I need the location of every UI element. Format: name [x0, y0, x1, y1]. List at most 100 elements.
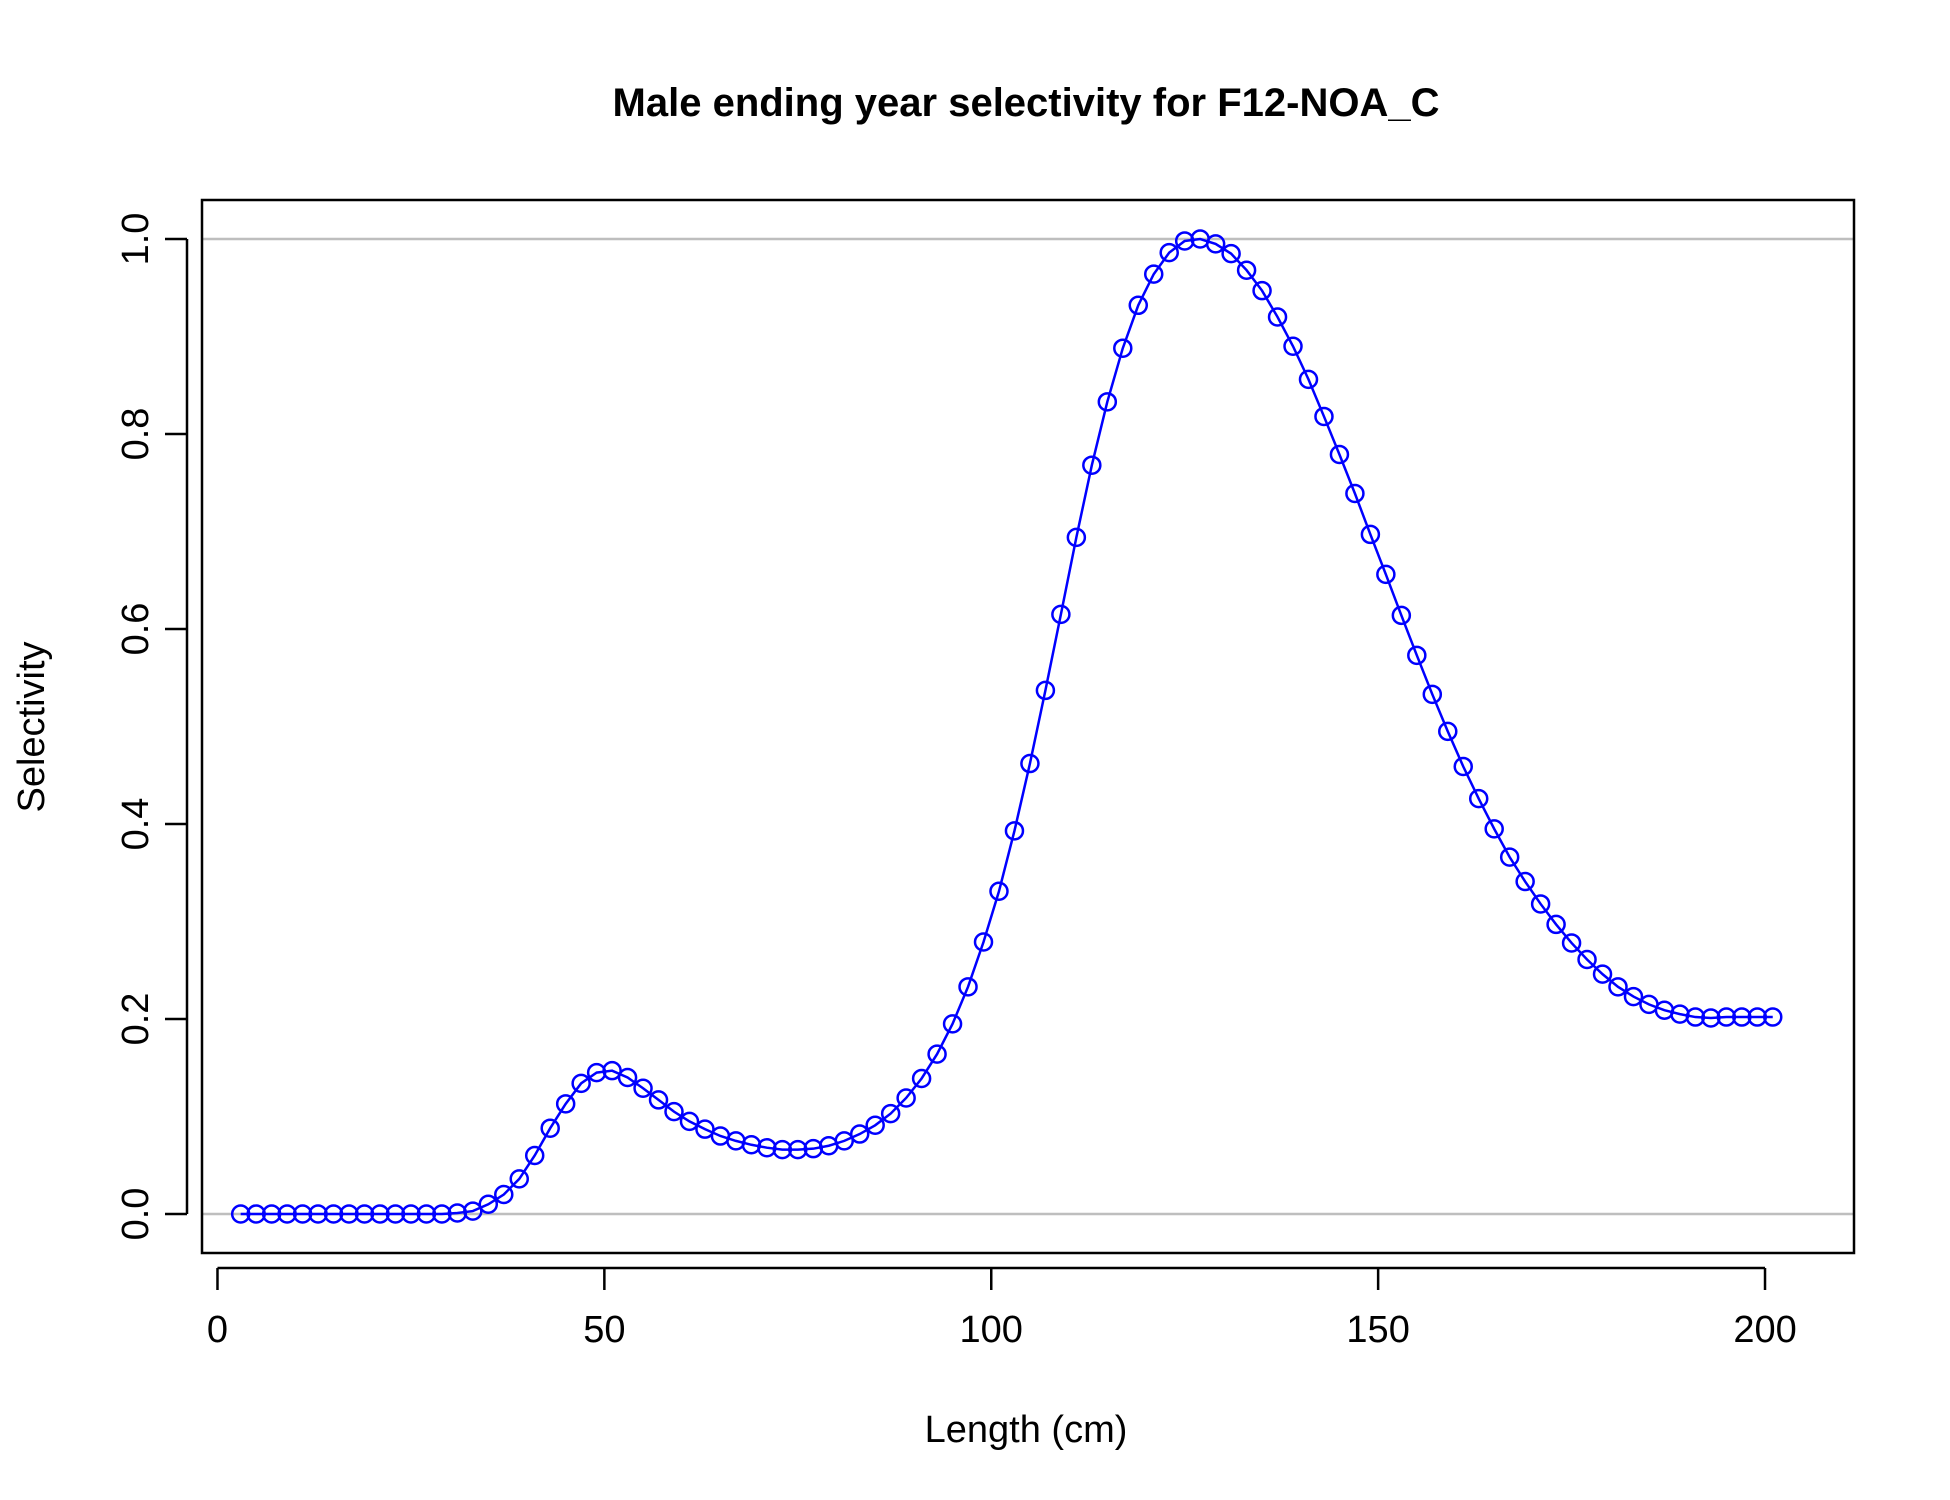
- data-point: [1205, 234, 1226, 254]
- data-point: [1422, 684, 1443, 705]
- x-tick-label: 150: [1346, 1309, 1409, 1351]
- data-point: [401, 1204, 421, 1224]
- data-point: [463, 1201, 483, 1221]
- data-point: [1391, 605, 1412, 626]
- data-point: [1174, 231, 1195, 251]
- data-point: [1035, 680, 1056, 701]
- data-point: [246, 1204, 266, 1224]
- data-point: [942, 1014, 963, 1034]
- data-point: [555, 1094, 576, 1114]
- data-point: [989, 881, 1009, 902]
- data-point: [1561, 933, 1582, 953]
- data-point: [1732, 1007, 1752, 1027]
- data-point: [664, 1101, 684, 1122]
- data-point: [339, 1204, 359, 1224]
- data-point: [308, 1204, 328, 1224]
- x-axis: 0 50 100 150 200: [207, 1266, 1797, 1351]
- y-tick-label: 0.0: [115, 1188, 157, 1241]
- data-point: [1577, 949, 1597, 970]
- data-point: [1143, 264, 1164, 284]
- data-point: [261, 1204, 282, 1224]
- data-point: [1159, 242, 1179, 263]
- data-point: [1763, 1007, 1783, 1027]
- data-point: [571, 1073, 591, 1094]
- series-group: [230, 229, 1783, 1224]
- y-tick-label: 0.8: [115, 408, 157, 461]
- chart-title: Male ending year selectivity for F12-NOA…: [613, 81, 1440, 125]
- data-point: [1267, 307, 1288, 327]
- data-point: [849, 1124, 870, 1144]
- data-point: [1592, 964, 1613, 984]
- y-tick-label: 0.2: [115, 993, 157, 1046]
- data-point: [447, 1203, 468, 1223]
- data-point: [1747, 1007, 1768, 1027]
- data-point: [1066, 527, 1087, 548]
- data-point: [1608, 977, 1628, 997]
- series-line: [240, 237, 1773, 1216]
- data-point: [834, 1131, 854, 1151]
- data-point: [1484, 819, 1504, 839]
- reference-lines: [202, 237, 1854, 1216]
- data-point: [1283, 336, 1303, 356]
- data-point: [1360, 524, 1381, 545]
- data-point: [880, 1103, 901, 1124]
- data-point: [865, 1115, 885, 1136]
- data-point: [648, 1090, 669, 1110]
- data-point: [788, 1139, 808, 1160]
- data-point: [1097, 392, 1118, 412]
- data-point: [1128, 295, 1149, 316]
- data-point: [1716, 1007, 1737, 1027]
- data-point: [1051, 604, 1071, 625]
- data-point: [757, 1137, 777, 1158]
- plot-area-frame: [200, 198, 1856, 1255]
- data-point: [1376, 564, 1396, 585]
- data-point: [370, 1204, 390, 1224]
- data-point: [494, 1184, 514, 1205]
- y-axis-label: Selectivity: [11, 641, 53, 812]
- data-point: [602, 1060, 622, 1081]
- data-point: [385, 1204, 406, 1224]
- data-point: [432, 1204, 452, 1224]
- x-tick-label: 200: [1733, 1309, 1796, 1351]
- data-point: [524, 1145, 545, 1166]
- data-point: [1113, 338, 1133, 358]
- y-tick-label: 0.4: [115, 798, 157, 851]
- data-point: [323, 1204, 344, 1224]
- y-tick-label: 0.6: [115, 603, 157, 656]
- y-tick-label: 1.0: [115, 213, 157, 266]
- data-point: [1298, 369, 1319, 390]
- data-point: [1252, 280, 1272, 301]
- data-point: [354, 1204, 375, 1224]
- data-point: [617, 1067, 638, 1088]
- data-point: [1082, 455, 1102, 475]
- y-axis: 0.0 0.2 0.4 0.6 0.8 1.0: [115, 213, 189, 1241]
- x-tick-label: 100: [960, 1309, 1023, 1351]
- data-point: [896, 1088, 916, 1108]
- data-point: [1546, 914, 1566, 935]
- data-point: [973, 932, 994, 952]
- data-point: [1020, 753, 1040, 774]
- data-point: [1468, 788, 1489, 809]
- data-point: [1407, 645, 1427, 666]
- data-point: [633, 1078, 653, 1098]
- data-point: [277, 1204, 297, 1224]
- data-point: [1623, 986, 1644, 1007]
- x-axis-label: Length (cm): [925, 1409, 1128, 1451]
- data-point: [927, 1044, 947, 1064]
- data-point: [478, 1194, 499, 1214]
- data-point: [540, 1118, 560, 1138]
- data-point: [1515, 871, 1535, 892]
- data-point: [1499, 847, 1520, 867]
- data-point: [1236, 260, 1257, 280]
- data-point: [586, 1062, 607, 1083]
- data-point: [695, 1119, 715, 1139]
- data-point: [1329, 444, 1350, 465]
- data-point: [772, 1139, 793, 1160]
- data-point: [1453, 756, 1473, 777]
- x-tick-label: 50: [583, 1309, 625, 1351]
- data-point: [958, 977, 978, 997]
- data-point: [416, 1204, 437, 1224]
- data-point: [509, 1169, 529, 1189]
- data-point: [679, 1111, 700, 1132]
